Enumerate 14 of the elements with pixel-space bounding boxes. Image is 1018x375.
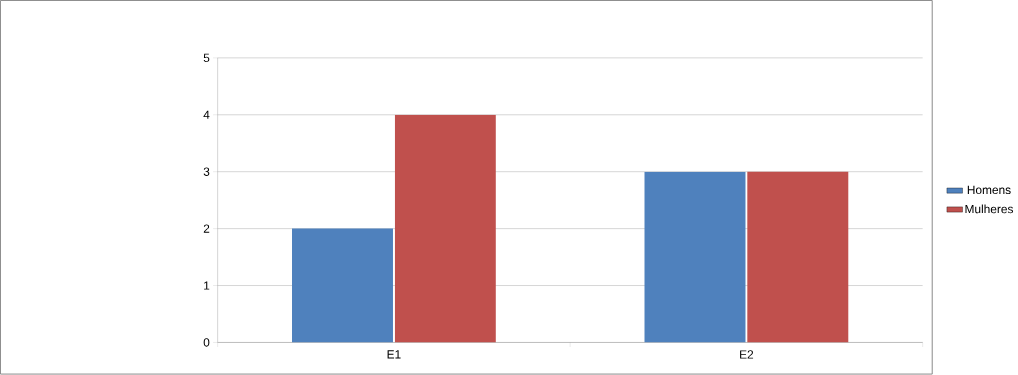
y-tick-label: 5 [203, 53, 210, 63]
y-tick-label: 4 [203, 110, 210, 120]
y-tick-label: 0 [203, 338, 210, 347]
bar [292, 228, 393, 343]
legend-label: Mulheres [965, 204, 1013, 214]
y-tick-label: 2 [203, 224, 210, 233]
legend-label: Homens [967, 186, 1011, 195]
x-tick-label: E1 [387, 350, 401, 359]
bar [747, 171, 849, 343]
y-tick-label: 1 [204, 281, 210, 290]
x-tick-label: E2 [740, 350, 754, 359]
bar [644, 171, 746, 343]
y-tick-label: 3 [203, 167, 210, 177]
bar [394, 115, 496, 343]
